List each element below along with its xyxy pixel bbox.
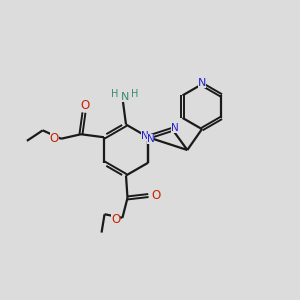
- Text: O: O: [151, 189, 160, 202]
- Text: H: H: [131, 88, 138, 99]
- Text: O: O: [80, 100, 89, 112]
- Text: N: N: [141, 131, 148, 141]
- Text: N: N: [147, 134, 154, 144]
- Text: O: O: [111, 213, 120, 226]
- Text: N: N: [172, 123, 179, 133]
- Text: O: O: [50, 132, 59, 145]
- Text: N: N: [198, 78, 206, 88]
- Text: N: N: [121, 92, 130, 102]
- Text: H: H: [111, 88, 118, 99]
